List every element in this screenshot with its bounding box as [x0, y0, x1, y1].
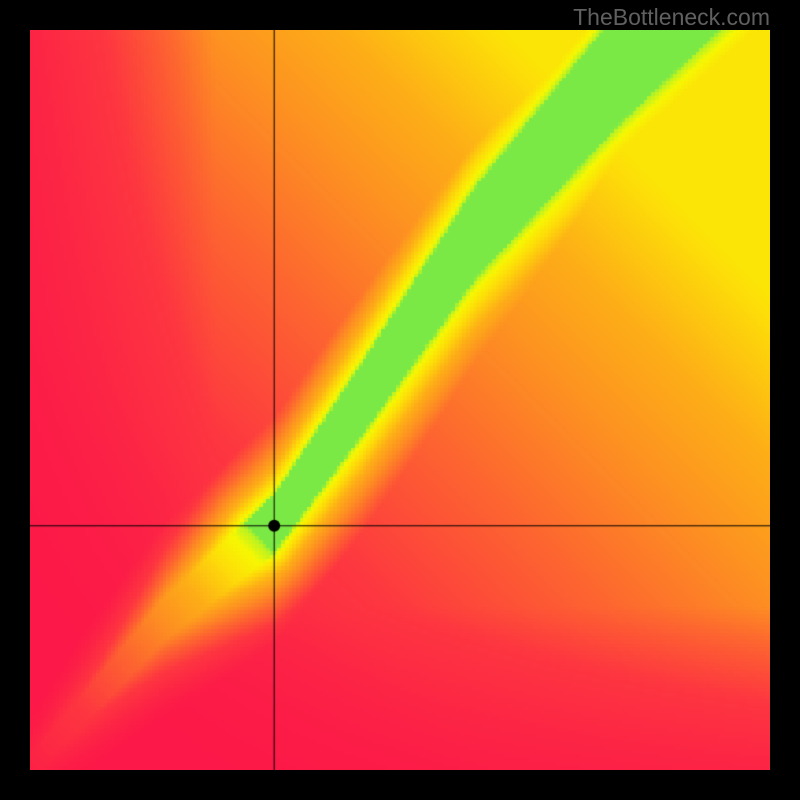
chart-container: TheBottleneck.com — [0, 0, 800, 800]
heatmap-canvas — [30, 30, 770, 770]
watermark-text: TheBottleneck.com — [573, 4, 770, 31]
